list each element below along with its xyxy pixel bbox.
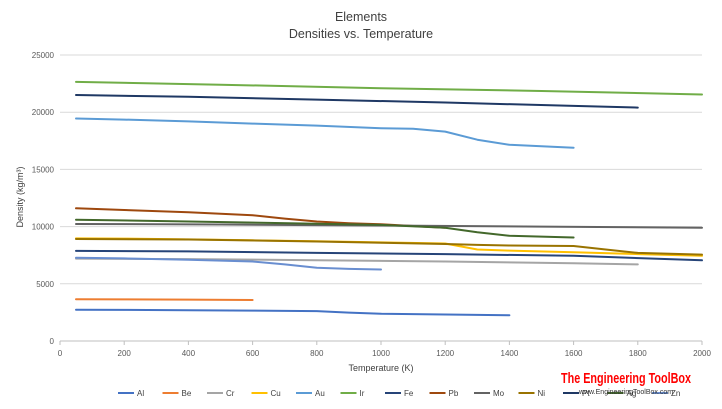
legend-label: Ag: [627, 389, 637, 398]
x-tick-label: 1800: [629, 349, 647, 358]
legend-item-au: Au: [296, 389, 325, 398]
y-tick-label: 20000: [32, 108, 55, 117]
legend-item-ni: Ni: [518, 389, 546, 398]
x-tick-label: 0: [58, 349, 63, 358]
x-tick-label: 600: [246, 349, 260, 358]
legend-item-zn: Zn: [652, 389, 680, 398]
legend-label: Pb: [449, 389, 459, 398]
y-tick-label: 10000: [32, 223, 55, 232]
x-tick-label: 1600: [565, 349, 583, 358]
y-tick-label: 15000: [32, 165, 55, 174]
legend-item-pb: Pb: [429, 389, 459, 398]
x-tick-label: 1000: [372, 349, 390, 358]
y-tick-label: 25000: [32, 51, 55, 60]
axes: [59, 340, 703, 345]
legend-label: Be: [182, 389, 192, 398]
legend-label: Ni: [538, 389, 546, 398]
x-axis-title: Temperature (K): [348, 363, 413, 373]
series-line-pt: [75, 94, 639, 109]
legend-item-be: Be: [162, 389, 192, 398]
legend-label: Ir: [360, 389, 365, 398]
legend: Al Be Cr Cu Au Ir Fe Pb Mo Ni Pt Ag Zn: [118, 389, 680, 398]
legend-item-cu: Cu: [251, 389, 281, 398]
series-line-au: [75, 117, 575, 149]
legend-label: Pt: [582, 389, 590, 398]
legend-label: Au: [315, 389, 325, 398]
series-line-ni: [75, 238, 703, 256]
legend-label: Mo: [493, 389, 505, 398]
series-lines: [75, 80, 703, 317]
chart-subtitle: Densities vs. Temperature: [289, 27, 433, 41]
x-tick-label: 800: [310, 349, 324, 358]
legend-label: Zn: [671, 389, 680, 398]
y-axis-title: Density (kg/m³): [15, 166, 25, 227]
legend-label: Al: [137, 389, 144, 398]
brand-name: The Engineering ToolBox: [561, 371, 691, 387]
y-tick-label: 5000: [36, 280, 54, 289]
chart-title: Elements: [335, 10, 387, 24]
x-tick-label: 400: [182, 349, 196, 358]
x-tick-label: 1200: [436, 349, 454, 358]
series-line-zn: [75, 256, 382, 271]
x-tick-label: 1400: [501, 349, 519, 358]
legend-label: Cr: [226, 389, 235, 398]
series-line-ir: [75, 80, 703, 96]
engineering-toolbox-logo: The Engineering ToolBox www.EngineeringT…: [561, 371, 691, 396]
series-line-ag: [75, 218, 575, 239]
legend-item-cr: Cr: [207, 389, 235, 398]
legend-item-fe: Fe: [385, 389, 414, 398]
legend-label: Fe: [404, 389, 414, 398]
y-tick-label: 0: [50, 337, 55, 346]
tick-labels: 0 5000 10000 15000 20000 25000 0 200 400 600 800 10…: [32, 51, 712, 358]
x-tick-label: 2000: [693, 349, 711, 358]
series-line-be: [75, 298, 254, 301]
legend-item-pt: Pt: [563, 389, 590, 398]
legend-item-ag: Ag: [607, 389, 637, 398]
legend-item-mo: Mo: [474, 389, 505, 398]
series-line-al: [75, 308, 511, 317]
brand-url: www.EngineeringToolBox.com: [578, 389, 673, 396]
legend-item-ir: Ir: [340, 389, 365, 398]
legend-item-al: Al: [118, 389, 144, 398]
x-tick-label: 200: [118, 349, 132, 358]
series-line-fe: [75, 249, 703, 262]
legend-label: Cu: [271, 389, 281, 398]
